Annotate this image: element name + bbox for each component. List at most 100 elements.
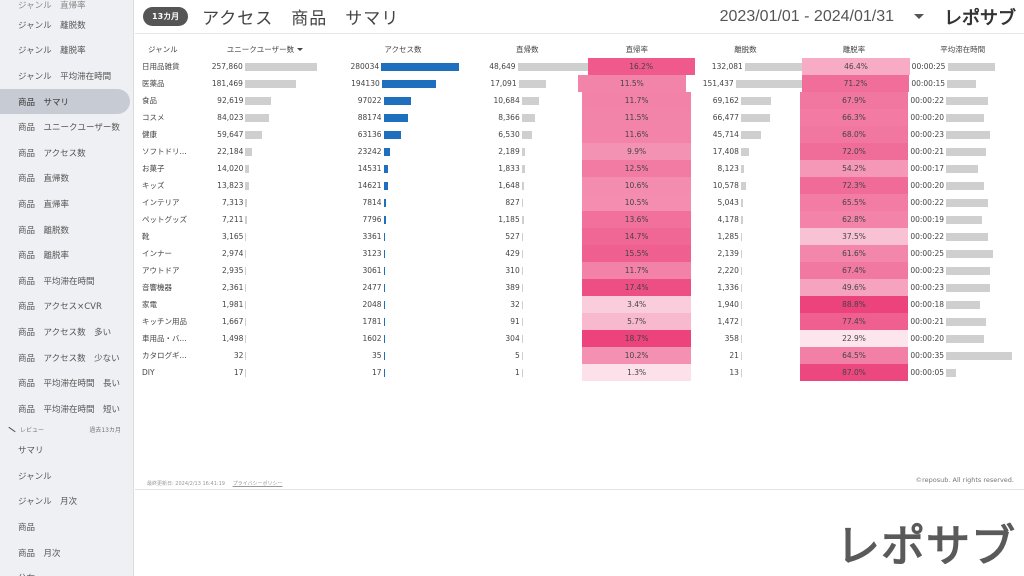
table-row[interactable]: 健康 59,647 63136 6,530 11.6% 45,714 68.0% 00:00:… bbox=[142, 126, 1017, 143]
cell-value: 358 bbox=[724, 334, 739, 343]
data-bar bbox=[521, 130, 533, 139]
col-header-avg-time[interactable]: 平均滞在時間 bbox=[940, 44, 986, 54]
col-header-exit-rate[interactable]: 離脱率 bbox=[842, 44, 866, 54]
cell-bounces: 1,185 bbox=[472, 211, 583, 228]
sidebar-item[interactable]: ジャンル 平均滞在時間 bbox=[18, 71, 112, 82]
cell-genre[interactable]: インテリア bbox=[142, 198, 180, 207]
sidebar-item[interactable]: 商品 直帰率 bbox=[18, 199, 70, 210]
data-bar bbox=[245, 232, 247, 241]
col-header-bounces[interactable]: 直帰数 bbox=[516, 44, 539, 54]
sidebar-item[interactable]: 商品 平均滞在時間 bbox=[18, 276, 95, 287]
table-row[interactable]: アウトドア 2,935 3061 310 11.7% 2,220 67.4% 00:00:23 bbox=[142, 262, 1017, 279]
cell-value: 00:00:20 bbox=[910, 113, 945, 122]
table-row[interactable]: 音響機器 2,361 2477 389 17.4% 1,336 49.6% 00:00:23 bbox=[142, 279, 1017, 296]
sidebar-item[interactable]: ジャンル 直帰率 bbox=[18, 1, 86, 11]
cell-genre[interactable]: コスメ bbox=[142, 113, 165, 122]
cell-genre[interactable]: キッチン用品 bbox=[142, 317, 187, 326]
sidebar-item[interactable]: 商品 アクセス数 少ない bbox=[18, 353, 120, 364]
cell-genre[interactable]: インナー bbox=[142, 249, 172, 258]
sidebar-item[interactable]: ジャンル 離脱数 bbox=[18, 20, 86, 31]
table-row[interactable]: 車用品・バ... 1,498 1602 304 18.7% 358 22.9% 00:00:2… bbox=[142, 330, 1017, 347]
cell-genre[interactable]: カタログギ... bbox=[142, 351, 187, 360]
cell-genre[interactable]: アウトドア bbox=[142, 266, 180, 275]
cell-genre[interactable]: 車用品・バ... bbox=[142, 334, 187, 343]
cell-value: 3061 bbox=[362, 266, 382, 275]
cell-access: 2048 bbox=[334, 296, 472, 313]
sidebar-item[interactable]: 商品 離脱率 bbox=[18, 251, 70, 262]
cell-bounce-rate: 11.7% bbox=[582, 262, 691, 279]
sidebar-item[interactable]: 分布 bbox=[0, 565, 133, 576]
table-row[interactable]: キッチン用品 1,667 1781 91 5.7% 1,472 77.4% 00:00:21 bbox=[142, 313, 1017, 330]
table-row[interactable]: お菓子 14,020 14531 1,833 12.5% 8,123 54.2% 00:00:… bbox=[142, 160, 1017, 177]
cell-genre[interactable]: お菓子 bbox=[142, 164, 165, 173]
chevron-down-icon[interactable] bbox=[914, 14, 924, 19]
cell-genre[interactable]: DIY bbox=[142, 368, 155, 377]
date-range-picker[interactable]: 2023/01/01 - 2024/01/31 bbox=[719, 7, 894, 25]
sidebar-item[interactable]: 商品 平均滞在時間 長い bbox=[18, 379, 121, 390]
cell-value: 00:00:25 bbox=[911, 62, 946, 71]
cell-genre[interactable]: 医薬品 bbox=[142, 79, 165, 88]
table-row[interactable]: 食品 92,619 97022 10,684 11.7% 69,162 67.9% 00:00… bbox=[142, 92, 1017, 109]
col-header-access[interactable]: アクセス数 bbox=[384, 44, 422, 54]
cell-value: 00:00:23 bbox=[910, 266, 945, 275]
table-row[interactable]: 靴 3,165 3361 527 14.7% 1,285 37.5% 00:00:22 bbox=[142, 228, 1017, 245]
table-row[interactable]: 家電 1,981 2048 32 3.4% 1,940 88.8% 00:00:18 bbox=[142, 296, 1017, 313]
col-header-genre[interactable]: ジャンル bbox=[148, 44, 178, 54]
sidebar-item[interactable]: 商品 ユニークユーザー数 bbox=[18, 123, 120, 134]
table-row[interactable]: インナー 2,974 3123 429 15.5% 2,139 61.6% 00:00:25 bbox=[142, 245, 1017, 262]
col-header-bounce-rate[interactable]: 直帰率 bbox=[625, 44, 649, 54]
sidebar-item[interactable]: ジャンル 月次 bbox=[18, 497, 78, 508]
table-row[interactable]: ペットグッズ 7,211 7796 1,185 13.6% 4,178 62.8% 00:00… bbox=[142, 211, 1017, 228]
table-row[interactable]: ソフトドリ... 22,184 23242 2,189 9.9% 17,408 72.0% 0… bbox=[142, 143, 1017, 160]
cell-genre[interactable]: キッズ bbox=[142, 181, 165, 190]
data-bar bbox=[383, 198, 386, 207]
sidebar-item[interactable]: 商品 月次 bbox=[18, 548, 61, 559]
section-note: 過去13カ月 bbox=[89, 427, 121, 434]
data-bar bbox=[518, 79, 546, 88]
data-bar bbox=[245, 334, 247, 343]
cell-genre[interactable]: 家電 bbox=[142, 300, 157, 309]
col-header-exits[interactable]: 離脱数 bbox=[734, 44, 757, 54]
table-row[interactable]: DIY 17 17 1 1.3% 13 87.0% 00:00:05 bbox=[142, 364, 1017, 381]
table-row[interactable]: 医薬品 181,469 194130 17,091 11.5% 151,437 71.2% 0… bbox=[142, 75, 1017, 92]
cell-genre[interactable]: 健康 bbox=[142, 130, 157, 139]
sidebar-item[interactable]: 商品 サマリ bbox=[0, 88, 130, 115]
period-badge[interactable]: 13カ月 bbox=[143, 7, 189, 26]
cell-genre[interactable]: 食品 bbox=[142, 96, 157, 105]
sidebar-item[interactable]: ジャンル bbox=[18, 471, 52, 482]
data-bar bbox=[245, 113, 269, 122]
sidebar-item[interactable]: 商品 平均滞在時間 短い bbox=[18, 404, 121, 415]
cell-genre[interactable]: 音響機器 bbox=[142, 283, 172, 292]
table-row[interactable]: カタログギ... 32 35 5 10.2% 21 64.5% 00:00:35 bbox=[142, 347, 1017, 364]
cell-value: 527 bbox=[505, 232, 520, 241]
col-header-unique-users[interactable]: ユニークユーザー数 bbox=[196, 40, 334, 58]
sidebar-item[interactable]: 商品 直帰数 bbox=[18, 174, 70, 185]
sidebar-item[interactable]: 商品 離脱数 bbox=[18, 225, 70, 236]
data-bar bbox=[383, 283, 385, 292]
table-row[interactable]: インテリア 7,313 7814 827 10.5% 5,043 65.5% 00:00:22 bbox=[142, 194, 1017, 211]
table-row[interactable]: キッズ 13,823 14621 1,648 10.6% 10,578 72.3% 00:00… bbox=[142, 177, 1017, 194]
sidebar-item[interactable]: 商品 アクセス数 bbox=[18, 148, 86, 159]
table-row[interactable]: コスメ 84,023 88174 8,366 11.5% 66,477 66.3% 00:00… bbox=[142, 109, 1017, 126]
cell-access: 14531 bbox=[334, 160, 472, 177]
cell-genre[interactable]: ソフトドリ... bbox=[142, 147, 187, 156]
cell-bounces: 310 bbox=[472, 262, 583, 279]
cell-avg-time: 00:00:22 bbox=[908, 194, 1017, 211]
cell-bounces: 304 bbox=[472, 330, 583, 347]
heat-cell: 11.5% bbox=[582, 109, 691, 126]
sidebar-item[interactable]: 商品 アクセス数 多い bbox=[18, 327, 112, 338]
cell-genre[interactable]: 靴 bbox=[142, 232, 150, 241]
data-bar bbox=[521, 317, 523, 326]
cell-genre[interactable]: 日用品雑貨 bbox=[142, 62, 180, 71]
privacy-link[interactable]: プライバシーポリシー bbox=[232, 481, 283, 487]
cell-avg-time: 00:00:20 bbox=[908, 330, 1017, 347]
cell-access: 280034 bbox=[331, 58, 467, 75]
sidebar-item[interactable]: ジャンル 離脱率 bbox=[18, 46, 86, 57]
cell-value: 97022 bbox=[357, 96, 382, 105]
sidebar-item[interactable]: 商品 アクセス×CVR bbox=[18, 302, 102, 313]
cell-genre[interactable]: ペットグッズ bbox=[142, 215, 187, 224]
data-bar bbox=[383, 334, 385, 343]
table-row[interactable]: 日用品雑貨 257,860 280034 48,649 16.2% 132,081 46.4… bbox=[142, 58, 1017, 75]
sidebar-item[interactable]: サマリ bbox=[18, 446, 44, 457]
sidebar-item[interactable]: 商品 bbox=[18, 523, 36, 534]
